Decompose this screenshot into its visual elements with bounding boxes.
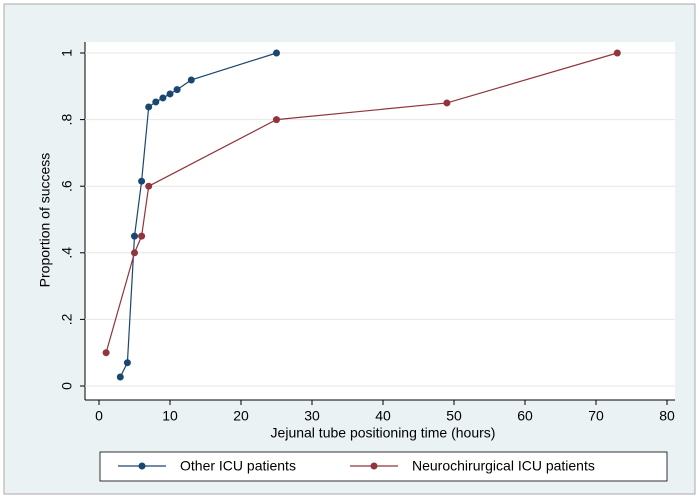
x-tick-label: 80: [659, 408, 675, 424]
data-point: [123, 359, 131, 367]
x-tick-label: 40: [375, 408, 391, 424]
data-point: [138, 177, 146, 185]
legend-label: Other ICU patients: [180, 458, 296, 474]
data-point: [145, 182, 153, 190]
data-point: [102, 349, 110, 357]
legend-label: Neurochirurgical ICU patients: [412, 458, 595, 474]
data-point: [131, 249, 138, 257]
y-tick-label: .4: [59, 247, 75, 259]
x-tick-label: 50: [446, 408, 462, 424]
y-tick-label: .8: [59, 114, 75, 126]
plot-area: [85, 42, 675, 400]
x-tick-label: 0: [95, 408, 103, 424]
data-point: [159, 94, 167, 102]
data-point: [273, 116, 280, 124]
legend-marker: [370, 462, 378, 470]
data-point: [613, 49, 621, 57]
data-point: [273, 49, 280, 57]
data-point: [138, 232, 146, 240]
data-point: [116, 373, 124, 381]
data-point: [443, 99, 451, 107]
y-tick-label: .2: [59, 313, 75, 325]
x-tick-label: 10: [162, 408, 178, 424]
y-axis-title: Proportion of success: [37, 153, 53, 288]
y-tick-label: 0: [59, 382, 75, 390]
legend-marker: [138, 462, 146, 470]
data-point: [173, 86, 181, 94]
x-tick-label: 30: [304, 408, 320, 424]
x-axis-title: Jejunal tube positioning time (hours): [271, 425, 496, 441]
y-tick-label: .6: [59, 180, 75, 192]
x-tick-label: 20: [233, 408, 249, 424]
y-tick-label: 1: [59, 49, 75, 57]
x-tick-label: 60: [517, 408, 533, 424]
data-point: [131, 232, 138, 240]
data-point: [166, 90, 174, 98]
data-point: [187, 76, 195, 84]
data-point: [152, 98, 160, 106]
x-tick-label: 70: [588, 408, 604, 424]
data-point: [145, 103, 153, 111]
